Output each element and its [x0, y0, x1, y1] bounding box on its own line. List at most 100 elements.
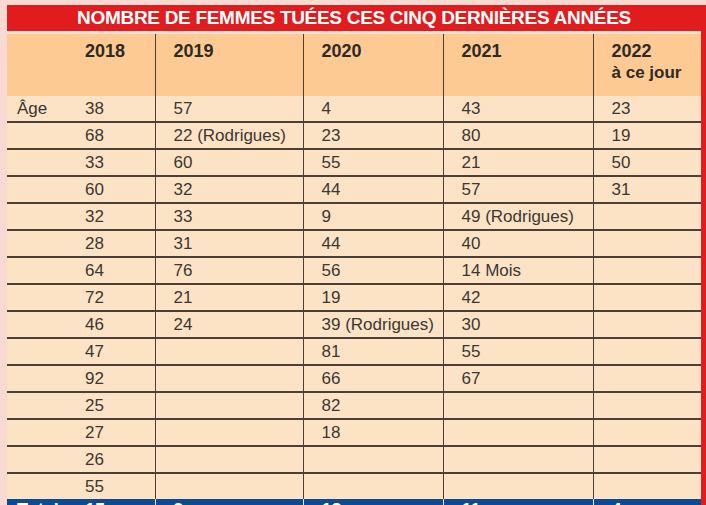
column-header-2018: 2018	[7, 34, 155, 96]
table-cell: 33	[7, 149, 155, 176]
table-cell: 33	[155, 203, 303, 230]
table-row: 92 6667	[7, 365, 701, 392]
table-cell	[443, 473, 593, 499]
table-cell: 57	[155, 96, 303, 122]
table-cell	[155, 419, 303, 446]
total-cell-2021: 11	[443, 499, 593, 505]
table-cell	[303, 473, 443, 499]
table-cell: 42	[443, 284, 593, 311]
table-cell: 44	[303, 176, 443, 203]
table-cell	[443, 419, 593, 446]
table-row: 27 18	[7, 419, 701, 446]
table-cell: 39 (Rodrigues)	[303, 311, 443, 338]
table-cell: 40	[443, 230, 593, 257]
table-cell: 31	[593, 176, 701, 203]
age-row-label: Âge	[17, 99, 85, 119]
table-cell	[593, 311, 701, 338]
table-cell	[593, 365, 701, 392]
table-cell: 47	[7, 338, 155, 365]
table-cell: 19	[303, 284, 443, 311]
table-cell	[155, 365, 303, 392]
total-cell-2020: 13	[303, 499, 443, 505]
table-cell	[593, 392, 701, 419]
table-row: 478155	[7, 338, 701, 365]
table-cell: 72	[7, 284, 155, 311]
table-cell: 49 (Rodrigues)	[443, 203, 593, 230]
table-cell: 24	[155, 311, 303, 338]
column-header-label: 2022	[612, 41, 652, 61]
table-row: 26	[7, 446, 701, 473]
table-row: 64765614 Mois	[7, 257, 701, 284]
column-header-2019: 2019	[155, 34, 303, 96]
column-header-2020: 2020	[303, 34, 443, 96]
table-cell: 55	[7, 473, 155, 499]
table-cell: 31	[155, 230, 303, 257]
table-cell	[155, 338, 303, 365]
table-cell: 23	[593, 96, 701, 122]
column-header-2022: 2022 à ce jour	[593, 34, 701, 96]
total-label: Total	[17, 500, 85, 505]
table-cell: 21	[443, 149, 593, 176]
table-cell	[593, 284, 701, 311]
table-cell	[155, 473, 303, 499]
age-value: 92	[85, 369, 104, 388]
table-cell: 68	[7, 122, 155, 149]
age-value: 33	[85, 153, 104, 172]
table-cell: 23	[303, 122, 443, 149]
table-body: Âge3857443236822 (Rodrigues)238019336055…	[7, 96, 701, 499]
table-row: 2582	[7, 392, 701, 419]
table-cell	[443, 392, 593, 419]
table-row: 28 314440	[7, 230, 701, 257]
table-row: 60 32445731	[7, 176, 701, 203]
table-cell: 46	[7, 311, 155, 338]
age-value: 28	[85, 234, 104, 253]
table-cell: 21	[155, 284, 303, 311]
table-cell: 9	[303, 203, 443, 230]
table-cell: 44	[303, 230, 443, 257]
column-header-2021: 2021	[443, 34, 593, 96]
column-header-label: 2019	[174, 41, 214, 61]
table-cell: 67	[443, 365, 593, 392]
table-cell	[593, 257, 701, 284]
total-cell-2019: 9	[155, 499, 303, 505]
table-cell: 82	[303, 392, 443, 419]
table-cell: 4	[303, 96, 443, 122]
table-cell: 26	[7, 446, 155, 473]
page: NOMBRE DE FEMMES TUÉES CES CINQ DERNIÈRE…	[0, 5, 706, 505]
column-header-sublabel: à ce jour	[612, 63, 702, 83]
column-header-label: 2018	[85, 41, 125, 61]
table-cell: 18	[303, 419, 443, 446]
table-cell: 14 Mois	[443, 257, 593, 284]
table-cell: 32	[7, 203, 155, 230]
table-row: 3360552150	[7, 149, 701, 176]
age-value: 60	[85, 180, 104, 199]
table-frame: NOMBRE DE FEMMES TUÉES CES CINQ DERNIÈRE…	[7, 5, 706, 505]
table-cell: 80	[443, 122, 593, 149]
table-row: Âge385744323	[7, 96, 701, 122]
header-row: 2018 2019 2020 2021 2022 à	[7, 34, 701, 96]
table-row: 72 211942	[7, 284, 701, 311]
age-value: 68	[85, 126, 104, 145]
age-value: 72	[85, 288, 104, 307]
table-cell	[593, 338, 701, 365]
table-cell: 30	[443, 311, 593, 338]
table-cell: 57	[443, 176, 593, 203]
table-cell	[593, 473, 701, 499]
table-cell: 66	[303, 365, 443, 392]
table-cell: 55	[443, 338, 593, 365]
table-cell: 64	[7, 257, 155, 284]
total-row: Total15 9 13 11 4	[7, 499, 701, 505]
table-cell	[593, 446, 701, 473]
table-cell: 92	[7, 365, 155, 392]
table-cell: 28	[7, 230, 155, 257]
table-row: 6822 (Rodrigues)238019	[7, 122, 701, 149]
table-cell: 60	[155, 149, 303, 176]
total-cell-2022: 4	[593, 499, 701, 505]
table-area: 2018 2019 2020 2021 2022 à	[7, 34, 701, 505]
table-cell	[593, 203, 701, 230]
table-cell	[443, 446, 593, 473]
table-cell: 22 (Rodrigues)	[155, 122, 303, 149]
table-cell: 27	[7, 419, 155, 446]
table-cell: 32	[155, 176, 303, 203]
table-cell	[155, 392, 303, 419]
